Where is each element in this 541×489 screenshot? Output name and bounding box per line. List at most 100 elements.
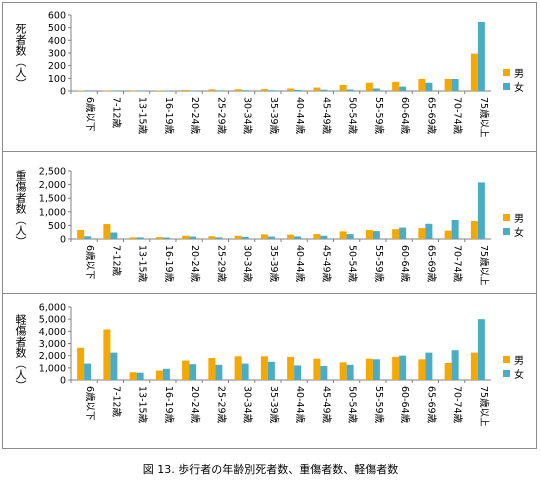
- legend-item-female: 女: [503, 224, 524, 239]
- bar-female: [162, 237, 170, 239]
- x-tick-label: 55-59歳: [373, 245, 385, 283]
- bar-female: [241, 236, 249, 239]
- bar-female: [136, 237, 144, 239]
- y-tick-label: 200: [48, 61, 66, 72]
- bar-male: [155, 237, 163, 239]
- y-tick-label: 1,000: [39, 207, 66, 218]
- x-tick-label: 25-29歳: [215, 97, 227, 135]
- x-tick-label: 20-24歳: [189, 97, 201, 135]
- x-tick-label: 25-29歳: [215, 386, 227, 424]
- legend-item-male: 男: [503, 352, 524, 367]
- bar-female: [320, 366, 328, 380]
- y-tick-label: 300: [48, 49, 66, 60]
- legend-swatch-male: [503, 213, 510, 221]
- x-tick-label: 75歳以上: [478, 386, 490, 427]
- x-tick-label: 16-19歳: [163, 386, 175, 424]
- bar-male: [155, 370, 163, 380]
- bar-female: [451, 78, 459, 91]
- x-tick-label: 55-59歳: [373, 386, 385, 424]
- y-tick-label: 0: [60, 87, 66, 98]
- bar-female: [451, 350, 459, 380]
- legend-label-female: 女: [514, 82, 524, 94]
- x-tick-label: 16-19歳: [163, 97, 175, 135]
- bar-male: [444, 230, 452, 239]
- bar-female: [84, 90, 92, 91]
- x-tick-label: 70-74歳: [452, 97, 464, 135]
- x-tick-label: 13-15歳: [137, 245, 149, 283]
- bar-female: [162, 90, 170, 92]
- bar-female: [477, 182, 485, 239]
- bar-male: [234, 235, 242, 239]
- x-tick-label: 60-64歳: [399, 386, 411, 424]
- y-tick-label: 5,000: [39, 315, 66, 326]
- bar-female: [215, 364, 223, 380]
- x-tick-label: 13-15歳: [137, 386, 149, 424]
- bar-female: [320, 235, 328, 239]
- x-tick-label: 16-19歳: [163, 245, 175, 283]
- legend-swatch-female: [503, 82, 510, 90]
- bar-female: [110, 90, 118, 92]
- x-tick-label: 30-34歳: [242, 386, 254, 424]
- x-tick-label: 75歳以上: [478, 97, 490, 138]
- bar-male: [339, 84, 347, 91]
- bar-male: [208, 89, 216, 91]
- legend-label-male: 男: [514, 355, 524, 367]
- bar-female: [372, 231, 380, 239]
- bar-female: [399, 86, 407, 91]
- bar-female: [189, 90, 197, 92]
- y-tick-label: 2,000: [39, 180, 66, 191]
- x-tick-label: 40-44歳: [294, 386, 306, 424]
- bar-male: [103, 224, 111, 239]
- bar-male: [77, 230, 85, 239]
- bar-male: [418, 228, 426, 239]
- legend-label-female: 女: [514, 369, 524, 381]
- bar-female: [425, 352, 433, 380]
- bar-male: [208, 358, 216, 380]
- legend: 男 女: [503, 65, 524, 94]
- bar-female: [346, 364, 354, 380]
- x-tick-label: 35-39歳: [268, 386, 280, 424]
- bar-female: [320, 89, 328, 91]
- x-tick-label: 7-12歳: [110, 97, 122, 129]
- bar-male: [287, 234, 295, 239]
- y-tick-label: 1,500: [39, 194, 66, 205]
- legend-swatch-female: [503, 369, 510, 377]
- bar-female: [425, 82, 433, 91]
- bar-male: [129, 237, 137, 239]
- bar-female: [136, 90, 144, 92]
- figure-caption: 図 13. 歩行者の年齢別死者数、重傷者数、軽傷者数: [142, 463, 399, 476]
- legend-label-female: 女: [514, 227, 524, 239]
- legend-item-female: 女: [503, 366, 524, 381]
- x-tick-label: 7-12歳: [110, 245, 122, 277]
- bar-female: [346, 234, 354, 239]
- bar-female: [372, 359, 380, 380]
- y-axis-label: 死者数（人）: [14, 23, 27, 89]
- serious-injuries-chart: 0 500 1,000 1,500 2,000 2,500 6歳以下 7-12歳 13-15歳 1…: [39, 167, 491, 286]
- legend-swatch-male: [503, 68, 510, 76]
- x-tick-label: 7-12歳: [110, 386, 122, 418]
- bar-female: [267, 90, 275, 91]
- x-tick-label: 6歳以下: [84, 386, 96, 421]
- bar-male: [365, 82, 373, 91]
- legend-item-female: 女: [503, 79, 524, 94]
- y-tick-label: 600: [48, 11, 66, 22]
- y-axis-label: 軽傷者数（人）: [14, 314, 27, 391]
- bar-male: [339, 362, 347, 380]
- y-tick-label: 500: [48, 23, 66, 34]
- legend-item-male: 男: [503, 210, 524, 225]
- chart-panel-minor-injuries: 軽傷者数（人） 0 1,000 2,000 3,000 4,000 5,000 6,000 6…: [2, 293, 537, 449]
- bar-female: [189, 236, 197, 239]
- bar-male: [234, 89, 242, 91]
- bar-male: [313, 87, 321, 91]
- x-tick-label: 40-44歳: [294, 97, 306, 135]
- bar-female: [451, 219, 459, 239]
- bar-female: [84, 236, 92, 239]
- legend-label-male: 男: [514, 68, 524, 80]
- bar-female: [241, 363, 249, 380]
- bar-male: [418, 78, 426, 91]
- bar-female: [399, 227, 407, 239]
- bar-female: [477, 21, 485, 91]
- bar-male: [182, 89, 190, 91]
- x-tick-label: 20-24歳: [189, 245, 201, 283]
- bar-male: [129, 90, 137, 92]
